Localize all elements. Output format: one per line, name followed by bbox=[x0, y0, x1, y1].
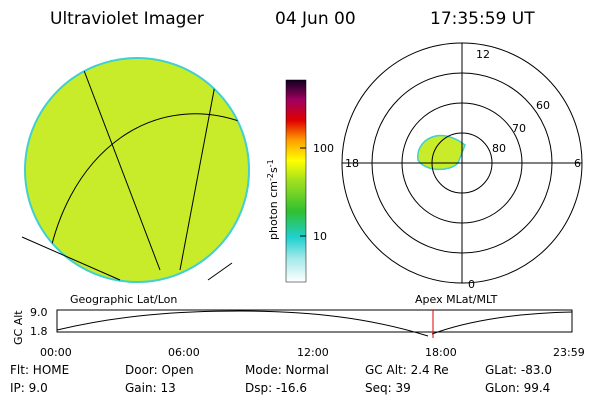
y-label: 1.8 bbox=[30, 325, 48, 338]
earth-image bbox=[21, 57, 250, 283]
title: Ultraviolet Imager bbox=[50, 9, 204, 29]
status-field: GLon: 99.4 bbox=[485, 381, 550, 395]
status-field: Dsp: -16.6 bbox=[245, 381, 307, 395]
colorbar-tick: 100 bbox=[313, 142, 334, 155]
status-field: IP: 9.0 bbox=[10, 381, 48, 395]
status-field: GC Alt: 2.4 Re bbox=[365, 363, 449, 377]
status-field: Mode: Normal bbox=[245, 363, 329, 377]
status-field: Seq: 39 bbox=[365, 381, 411, 395]
colorbar-label: photon cm-2s-1 bbox=[266, 159, 280, 240]
timeline: Geographic Lat/Lon Apex MLat/MLT GC Alt … bbox=[12, 293, 585, 359]
time-label: 00:00 bbox=[40, 346, 72, 359]
caption: Geographic Lat/Lon bbox=[70, 293, 177, 306]
mlt-label: 18 bbox=[345, 157, 359, 170]
lat-label: 80 bbox=[492, 142, 506, 155]
status-field: Flt: HOME bbox=[10, 363, 69, 377]
date: 04 Jun 00 bbox=[275, 9, 356, 29]
lat-label: 70 bbox=[512, 122, 526, 135]
time-label: 18:00 bbox=[425, 346, 457, 359]
mlt-label: 0 bbox=[468, 278, 475, 291]
colorbar: 100 10 photon cm-2s-1 bbox=[266, 79, 334, 283]
time-label: 23:59 bbox=[553, 346, 585, 359]
polar-plot bbox=[341, 42, 583, 284]
status-field: GLat: -83.0 bbox=[485, 363, 552, 377]
time-label: 12:00 bbox=[297, 346, 329, 359]
footer: Flt: HOME IP: 9.0 Door: Open Gain: 13 Mode: … bbox=[10, 363, 552, 395]
status-field: Gain: 13 bbox=[125, 381, 176, 395]
axis-label: GC Alt bbox=[12, 310, 25, 345]
mlt-label: 6 bbox=[574, 157, 581, 170]
mlt-label: 12 bbox=[476, 48, 490, 61]
time: 17:35:59 UT bbox=[430, 9, 535, 29]
status-field: Door: Open bbox=[125, 363, 194, 377]
colorbar-tick: 10 bbox=[313, 230, 327, 243]
time-label: 06:00 bbox=[168, 346, 200, 359]
caption: Apex MLat/MLT bbox=[415, 293, 498, 306]
y-label: 9.0 bbox=[30, 306, 48, 319]
lat-label: 60 bbox=[536, 99, 550, 112]
